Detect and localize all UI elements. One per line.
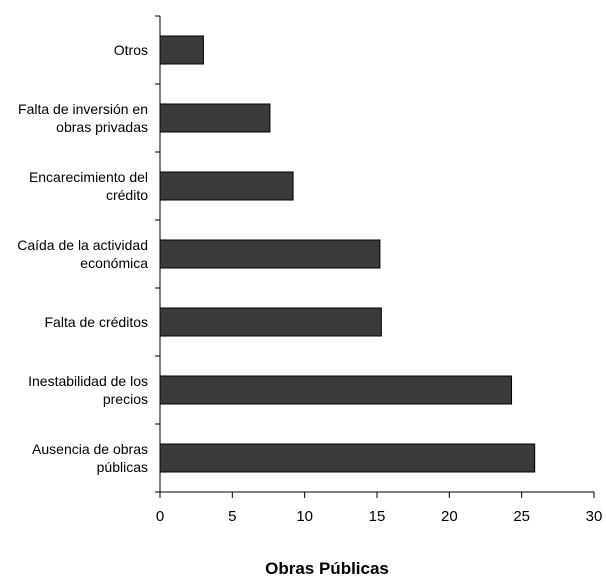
bar [159,103,271,133]
bars-group [159,35,536,473]
bar [159,307,382,337]
x-axis-title: Obras Públicas [265,559,389,578]
x-axis-ticks: 0 5 10 15 20 25 30 [156,492,603,525]
y-axis-ticks [155,15,160,493]
category-label: públicas [97,459,148,475]
category-label: Caída de la actividad [17,237,148,253]
category-label: Falta de inversión en [18,101,148,117]
x-tick-label: 10 [296,508,313,525]
x-tick-label: 5 [228,508,236,525]
x-tick-label: 25 [513,508,530,525]
bar [159,35,204,65]
x-tick-label: 15 [369,508,386,525]
category-label: Inestabilidad de los [28,373,148,389]
category-label: Encarecimiento del [29,169,148,185]
category-label: precios [103,391,148,407]
category-label: Ausencia de obras [32,441,148,457]
category-label: obras privadas [56,119,148,135]
bar [159,375,513,405]
category-labels: Otros Falta de inversión en obras privadas… [17,42,148,475]
bar [159,239,381,269]
x-tick-label: 30 [586,508,603,525]
category-label: crédito [106,187,148,203]
category-label: económica [80,255,148,271]
x-tick-label: 20 [441,508,458,525]
category-label: Otros [114,42,148,58]
category-label: Falta de créditos [45,314,149,330]
bar [159,171,294,201]
bar [159,443,536,473]
x-tick-label: 0 [156,508,164,525]
